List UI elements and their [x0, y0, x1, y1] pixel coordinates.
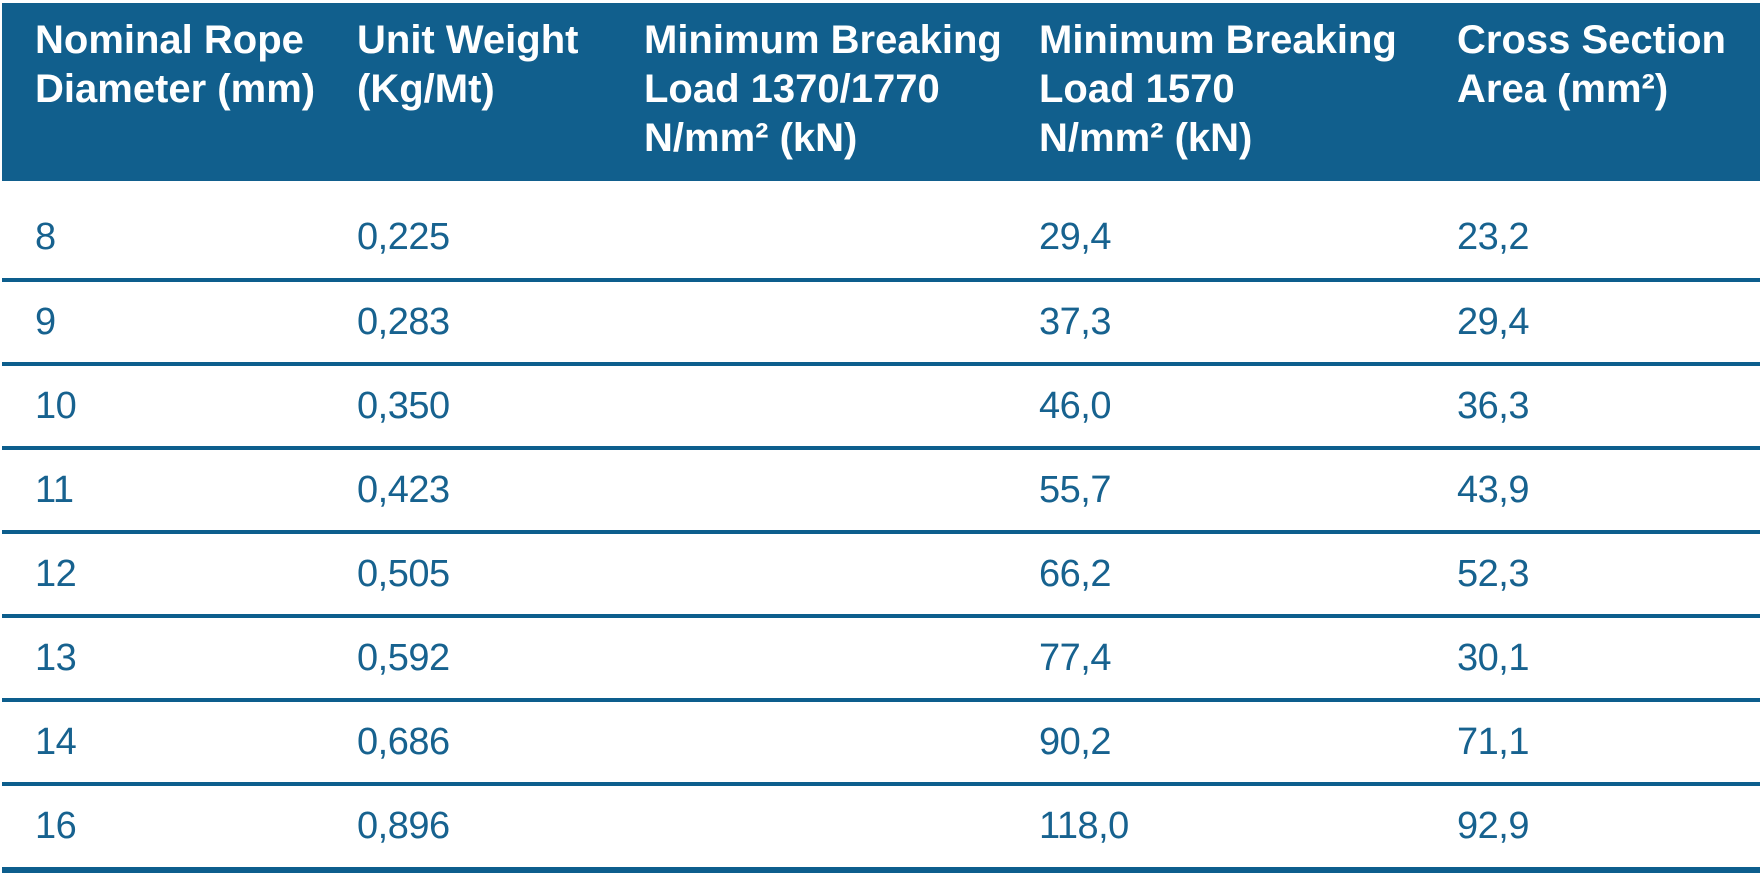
- table-cell: 90,2: [1006, 700, 1424, 786]
- header-line: Minimum Breaking: [1039, 18, 1397, 62]
- table-cell: 55,7: [1006, 448, 1424, 534]
- table-row: 13 0,592 77,4 30,1: [2, 616, 1760, 702]
- table-cell: [611, 616, 1006, 702]
- table-cell: [611, 181, 1006, 282]
- table-row: 11 0,423 55,7 43,9: [2, 448, 1760, 534]
- table-cell: [611, 280, 1006, 366]
- table-row: 10 0,350 46,0 36,3: [2, 364, 1760, 450]
- header-line: Load 1570: [1039, 67, 1235, 111]
- column-header-min-breaking-load-1570: Minimum Breaking Load 1570 N/mm² (kN): [1006, 3, 1424, 181]
- table-cell: 14: [2, 700, 324, 786]
- table-cell: [611, 532, 1006, 618]
- table-cell: 9: [2, 280, 324, 366]
- column-header-cross-section-area: Cross Section Area (mm²): [1424, 3, 1760, 181]
- table-cell: 0,423: [324, 448, 611, 534]
- table-cell: 0,283: [324, 280, 611, 366]
- column-header-unit-weight: Unit Weight (Kg/Mt): [324, 3, 611, 181]
- column-header-nominal-rope-diameter: Nominal Rope Diameter (mm): [2, 3, 324, 181]
- table-cell: 29,4: [1424, 280, 1760, 366]
- table-cell: 11: [2, 448, 324, 534]
- header-line: N/mm² (kN): [1039, 116, 1253, 160]
- header-line: Cross Section: [1457, 18, 1726, 62]
- table-cell: 92,9: [1424, 784, 1760, 873]
- header-line: Unit Weight: [357, 18, 579, 62]
- table-cell: [611, 784, 1006, 873]
- table-cell: [611, 448, 1006, 534]
- table-cell: 10: [2, 364, 324, 450]
- table-row: 16 0,896 118,0 92,9: [2, 784, 1760, 873]
- table-cell: 118,0: [1006, 784, 1424, 873]
- table-cell: 16: [2, 784, 324, 873]
- table-cell: 0,896: [324, 784, 611, 873]
- table-row: 14 0,686 90,2 71,1: [2, 700, 1760, 786]
- table-cell: 23,2: [1424, 181, 1760, 282]
- table-row: 8 0,225 29,4 23,2: [2, 181, 1760, 282]
- table-cell: 12: [2, 532, 324, 618]
- header-line: Area (mm²): [1457, 67, 1669, 111]
- table-cell: 8: [2, 181, 324, 282]
- table-cell: 29,4: [1006, 181, 1424, 282]
- table-cell: 13: [2, 616, 324, 702]
- table-header: Nominal Rope Diameter (mm) Unit Weight (…: [2, 3, 1760, 181]
- table-body: 8 0,225 29,4 23,2 9 0,283 37,3 29,4 10 0,350 46,0 3…: [2, 181, 1760, 873]
- table-cell: 77,4: [1006, 616, 1424, 702]
- header-line: Minimum Breaking: [644, 18, 1002, 62]
- table-cell: 46,0: [1006, 364, 1424, 450]
- table-cell: 43,9: [1424, 448, 1760, 534]
- table-row: 12 0,505 66,2 52,3: [2, 532, 1760, 618]
- header-line: Load 1370/1770: [644, 67, 940, 111]
- table-cell: 66,2: [1006, 532, 1424, 618]
- header-line: Nominal Rope: [35, 18, 304, 62]
- table-cell: [611, 364, 1006, 450]
- header-line: Diameter (mm): [35, 67, 316, 111]
- header-line: N/mm² (kN): [644, 116, 858, 160]
- table-cell: 0,350: [324, 364, 611, 450]
- column-header-min-breaking-load-1370-1770: Minimum Breaking Load 1370/1770 N/mm² (k…: [611, 3, 1006, 181]
- table-cell: 0,592: [324, 616, 611, 702]
- table-cell: 30,1: [1424, 616, 1760, 702]
- table-cell: 0,505: [324, 532, 611, 618]
- table-cell: 0,686: [324, 700, 611, 786]
- header-line: (Kg/Mt): [357, 67, 495, 111]
- table-cell: 37,3: [1006, 280, 1424, 366]
- table-cell: [611, 700, 1006, 786]
- table-cell: 36,3: [1424, 364, 1760, 450]
- table-cell: 71,1: [1424, 700, 1760, 786]
- header-row: Nominal Rope Diameter (mm) Unit Weight (…: [2, 3, 1760, 181]
- table-cell: 0,225: [324, 181, 611, 282]
- table-row: 9 0,283 37,3 29,4: [2, 280, 1760, 366]
- table-cell: 52,3: [1424, 532, 1760, 618]
- rope-specification-table: Nominal Rope Diameter (mm) Unit Weight (…: [2, 3, 1760, 873]
